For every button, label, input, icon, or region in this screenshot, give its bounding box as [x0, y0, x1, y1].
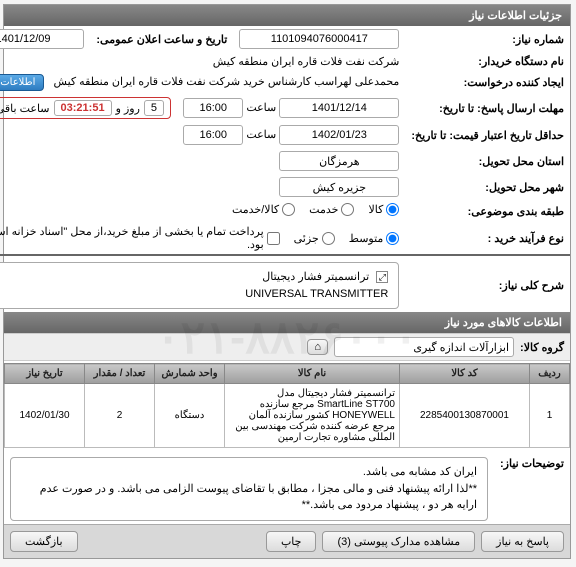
buy-type-opt1[interactable]: متوسط: [350, 232, 401, 245]
remaining-day-label: روز و: [117, 102, 141, 115]
remaining-time: 03:21:51: [55, 100, 113, 116]
remaining-box: 5 روز و 03:21:51 ساعت باقی مانده: [0, 97, 172, 119]
cell-qty: 2: [86, 384, 156, 448]
print-button[interactable]: چاپ: [267, 531, 318, 552]
city-field[interactable]: [280, 177, 400, 197]
back-button[interactable]: بازگشت: [11, 531, 79, 552]
deadline-label: مهلت ارسال پاسخ: تا تاریخ:: [406, 94, 571, 122]
cell-code: 2285400130870001: [401, 384, 531, 448]
goods-section-title: اطلاعات کالاهای مورد نیاز: [5, 312, 571, 333]
hour-label-1: ساعت: [247, 102, 277, 114]
contact-button[interactable]: اطلاعات تماس خریدار: [0, 74, 45, 91]
public-date-field[interactable]: [0, 29, 85, 49]
reply-button[interactable]: پاسخ به نیاز: [482, 531, 565, 552]
buy-type-opt2[interactable]: جزئی: [295, 232, 336, 245]
buy-type-chk[interactable]: پرداخت تمام یا بخشی از مبلغ خرید،از محل …: [0, 225, 281, 251]
summary-box: ⤢ ترانسمیتر فشار دیجیتال UNIVERSAL TRANS…: [0, 262, 400, 309]
cell-name: ترانسمیتر فشار دیجیتال مدل SmartLine ST7…: [226, 384, 401, 448]
footer-bar: پاسخ به نیاز مشاهده مدارک پیوستی (3) چاپ…: [5, 524, 571, 558]
creator-value: محمدعلی لهراسب کارشناس خرید شرکت نفت فلا…: [55, 76, 401, 88]
col-unit: واحد شمارش: [156, 364, 226, 384]
buy-type-label: نوع فرآیند خرید :: [406, 222, 571, 255]
notes-table: توضیحات نیاز: ایران کد مشابه می باشد. **…: [5, 454, 571, 524]
details-panel: جزئیات اطلاعات نیاز شماره نیاز: تاریخ و …: [4, 4, 572, 559]
creator-label: ایجاد کننده درخواست:: [406, 71, 571, 94]
goods-table-header-row: ردیف کد کالا نام کالا واحد شمارش تعداد /…: [6, 364, 571, 384]
validity-hour-field[interactable]: [184, 125, 244, 145]
col-idx: ردیف: [531, 364, 571, 384]
panel-header: جزئیات اطلاعات نیاز: [5, 5, 571, 26]
classification-opt1[interactable]: کالا: [369, 203, 400, 216]
goods-tree-button[interactable]: ⌂: [308, 339, 329, 355]
cell-date: 1402/01/30: [6, 384, 86, 448]
buy-type-group: متوسط جزئی پرداخت تمام یا بخشی از مبلغ خ…: [0, 225, 400, 251]
validity-label: حداقل تاریخ اعتبار قیمت: تا تاریخ:: [406, 122, 571, 148]
notes-label: توضیحات نیاز:: [495, 454, 571, 524]
notes-box: ایران کد مشابه می باشد. **لذا ارائه پیشن…: [11, 457, 489, 521]
hour-label-2: ساعت: [247, 129, 277, 141]
expand-icon[interactable]: ⤢: [377, 271, 389, 283]
goods-table: ردیف کد کالا نام کالا واحد شمارش تعداد /…: [5, 363, 571, 448]
validity-date-field[interactable]: [280, 125, 400, 145]
form-table: شماره نیاز: تاریخ و ساعت اعلان عمومی: نا…: [0, 26, 571, 312]
classification-label: طبقه بندی موضوعی:: [406, 200, 571, 222]
goods-group-label: گروه کالا:: [521, 341, 565, 354]
col-qty: تعداد / مقدار: [86, 364, 156, 384]
city-label: شهر محل تحویل:: [406, 174, 571, 200]
goods-group-field[interactable]: [335, 337, 515, 357]
number-field[interactable]: [240, 29, 400, 49]
remaining-days: 5: [145, 100, 165, 116]
buyer-org-value: شرکت نفت فلات قاره ایران منطقه کیش: [214, 56, 401, 68]
number-label: شماره نیاز:: [406, 26, 571, 52]
col-name: نام کالا: [226, 364, 401, 384]
classification-opt2[interactable]: خدمت: [310, 203, 355, 216]
attachments-button[interactable]: مشاهده مدارک پیوستی (3): [323, 531, 476, 552]
public-date-label: تاریخ و ساعت اعلان عمومی:: [91, 26, 234, 52]
province-label: استان محل تحویل:: [406, 148, 571, 174]
summary-line1: ترانسمیتر فشار دیجیتال: [263, 271, 370, 283]
deadline-date-field[interactable]: [280, 98, 400, 118]
classification-opt3[interactable]: کالا/خدمت: [233, 203, 296, 216]
col-date: تاریخ نیاز: [6, 364, 86, 384]
deadline-hour-field[interactable]: [184, 98, 244, 118]
goods-group-bar: گروه کالا: ⌂: [5, 333, 571, 361]
cell-unit: دستگاه: [156, 384, 226, 448]
col-code: کد کالا: [401, 364, 531, 384]
summary-line2: UNIVERSAL TRANSMITTER: [246, 286, 389, 303]
cell-idx: 1: [531, 384, 571, 448]
remaining-label: ساعت باقی مانده: [0, 102, 51, 115]
province-field[interactable]: [280, 151, 400, 171]
summary-label: شرح کلی نیاز:: [406, 255, 571, 312]
buyer-org-label: نام دستگاه خریدار:: [406, 52, 571, 71]
classification-group: کالا خدمت کالا/خدمت: [233, 203, 400, 216]
table-row[interactable]: 1 2285400130870001 ترانسمیتر فشار دیجیتا…: [6, 384, 571, 448]
